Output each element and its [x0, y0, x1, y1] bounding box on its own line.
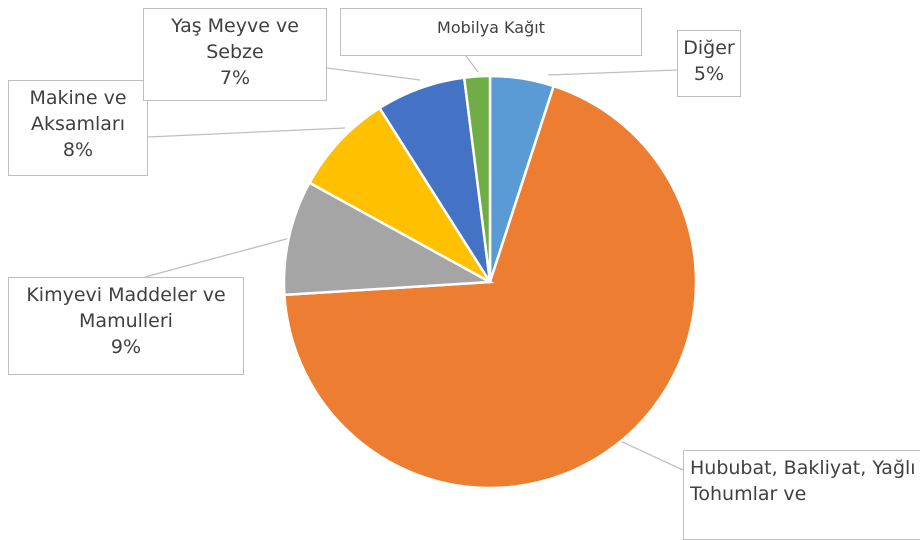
chart	[144, 55, 698, 490]
data-label: Makine ve Aksamları 8%	[8, 80, 148, 176]
value-label: 8%	[62, 139, 94, 161]
category-label: Kimyevi Maddeler ve Mamulleri	[26, 284, 226, 332]
page: Diğer 5% Hububat, Bakliyat, Yağlı Tohumla…	[8, 8, 920, 540]
category-label: Hububat, Bakliyat, Yağlı Tohumlar ve	[690, 457, 916, 505]
leader-line	[465, 55, 479, 73]
data-label: Mobilya Kağıt	[340, 8, 642, 56]
category-label: Yaş Meyve ve Sebze	[171, 15, 299, 63]
pie-slice	[307, 106, 492, 284]
pie-slice	[282, 181, 495, 297]
data-label: Yaş Meyve ve Sebze 7%	[143, 8, 327, 101]
data-label: Diğer 5%	[677, 30, 741, 97]
value-label: 5%	[693, 63, 725, 85]
leader-line	[326, 67, 421, 81]
value-label: 7%	[219, 67, 251, 89]
slices	[282, 74, 698, 490]
data-label: Kimyevi Maddeler ve Mamulleri 9%	[8, 277, 244, 375]
pie-slice	[283, 84, 698, 490]
leader-line	[617, 439, 684, 471]
value-label: 9%	[110, 336, 142, 358]
pie-slice	[462, 74, 492, 283]
leader-line	[144, 237, 291, 278]
leader-lines	[144, 55, 684, 471]
data-label: Hububat, Bakliyat, Yağlı Tohumlar ve	[683, 450, 920, 540]
category-label: Diğer	[683, 37, 735, 59]
leader-line	[547, 69, 678, 76]
leader-line	[147, 127, 346, 138]
category-label: Makine ve Aksamları	[29, 87, 127, 135]
category-label: Mobilya Kağıt	[437, 18, 545, 37]
